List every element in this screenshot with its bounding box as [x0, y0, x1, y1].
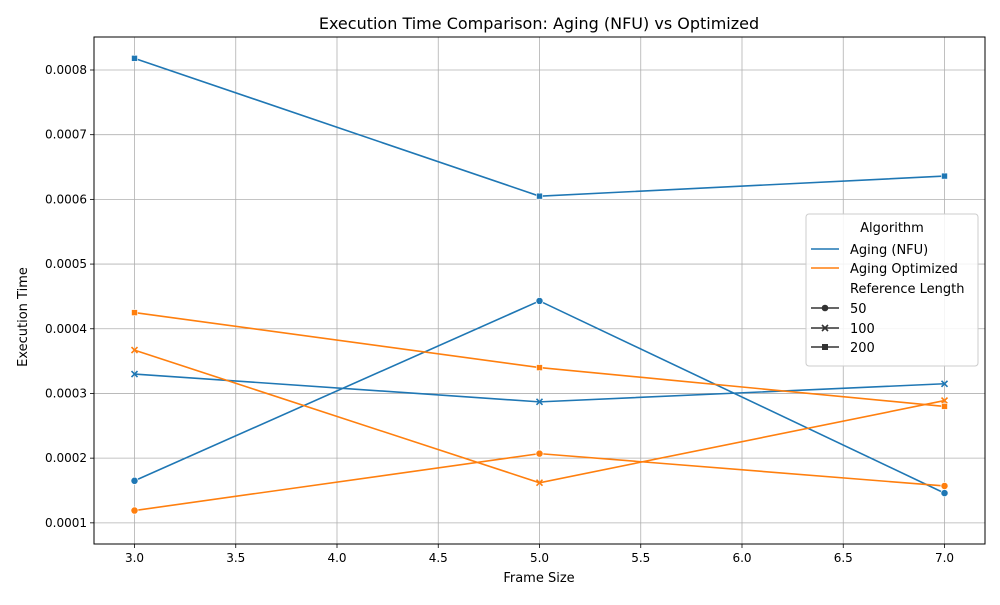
y-tick-label: 0.0002 [45, 451, 87, 465]
legend-label-ref-100: 100 [850, 322, 875, 337]
x-tick-label: 6.5 [834, 551, 853, 565]
data-point-aging-nfu-ref-200 [536, 192, 543, 200]
data-point-aging-nfu-ref-200 [131, 55, 138, 62]
data-point-aging-nfu-ref-200 [941, 172, 948, 180]
series-layer [130, 55, 949, 515]
y-tick-label: 0.0003 [45, 386, 87, 400]
legend-box [805, 213, 979, 367]
legend-marker-square [822, 344, 828, 350]
y-tick-label: 0.0001 [45, 516, 87, 530]
legend-label-ref-200: 200 [850, 341, 875, 356]
legend-title-algorithm: Algorithm [860, 221, 924, 236]
data-point-aging-optimized-ref-200 [131, 309, 138, 316]
legend-label-ref-50: 50 [850, 302, 867, 317]
x-tick-label: 3.5 [226, 551, 245, 565]
y-tick-label: 0.0006 [45, 192, 87, 206]
chart-title: Execution Time Comparison: Aging (NFU) v… [319, 14, 759, 33]
x-tick-label: 7.0 [935, 551, 954, 565]
x-axis-label: Frame Size [503, 571, 574, 586]
y-tick-label: 0.0008 [45, 63, 87, 77]
data-point-aging-optimized-ref-50 [130, 506, 139, 515]
legend-label-aging-nfu: Aging (NFU) [850, 243, 928, 258]
x-tick-label: 4.5 [429, 551, 448, 565]
data-point-aging-optimized-ref-100 [535, 479, 544, 487]
data-point-aging-optimized-ref-100 [940, 397, 949, 405]
data-point-aging-optimized-ref-200 [536, 364, 543, 371]
legend-marker-x [821, 324, 829, 332]
data-point-aging-optimized-ref-50 [940, 482, 949, 490]
data-point-aging-optimized-ref-50 [535, 449, 544, 458]
x-tick-label: 3.0 [125, 551, 144, 565]
data-point-aging-nfu-ref-100 [535, 398, 544, 406]
data-point-aging-nfu-ref-50 [535, 296, 544, 305]
legend-label-aging-optimized: Aging Optimized [850, 262, 958, 277]
x-tick-label: 5.0 [530, 551, 549, 565]
y-tick-label: 0.0004 [45, 322, 87, 336]
data-point-aging-nfu-ref-100 [940, 380, 949, 388]
y-tick-label: 0.0007 [45, 128, 87, 142]
y-tick-label: 0.0005 [45, 257, 87, 271]
x-tick-label: 6.0 [732, 551, 751, 565]
data-point-aging-optimized-ref-100 [130, 346, 139, 354]
y-axis-label: Execution Time [16, 267, 31, 367]
legend-marker-circle [821, 304, 829, 312]
ticks-layer: 3.0 3.5 4.0 4.5 5.0 5.5 6.0 6.5 7.0 0.0001 0.0002 0… [45, 63, 954, 565]
legend-title-reference-length: Reference Length [850, 282, 964, 297]
x-tick-label: 5.5 [631, 551, 650, 565]
data-point-aging-nfu-ref-50 [130, 476, 139, 485]
x-tick-label: 4.0 [327, 551, 346, 565]
legend: Algorithm Aging (NFU) Aging Optimized Re… [805, 213, 979, 367]
data-point-aging-nfu-ref-100 [130, 370, 139, 378]
data-point-aging-nfu-ref-50 [940, 489, 949, 498]
data-point-aging-optimized-ref-200 [941, 403, 948, 410]
